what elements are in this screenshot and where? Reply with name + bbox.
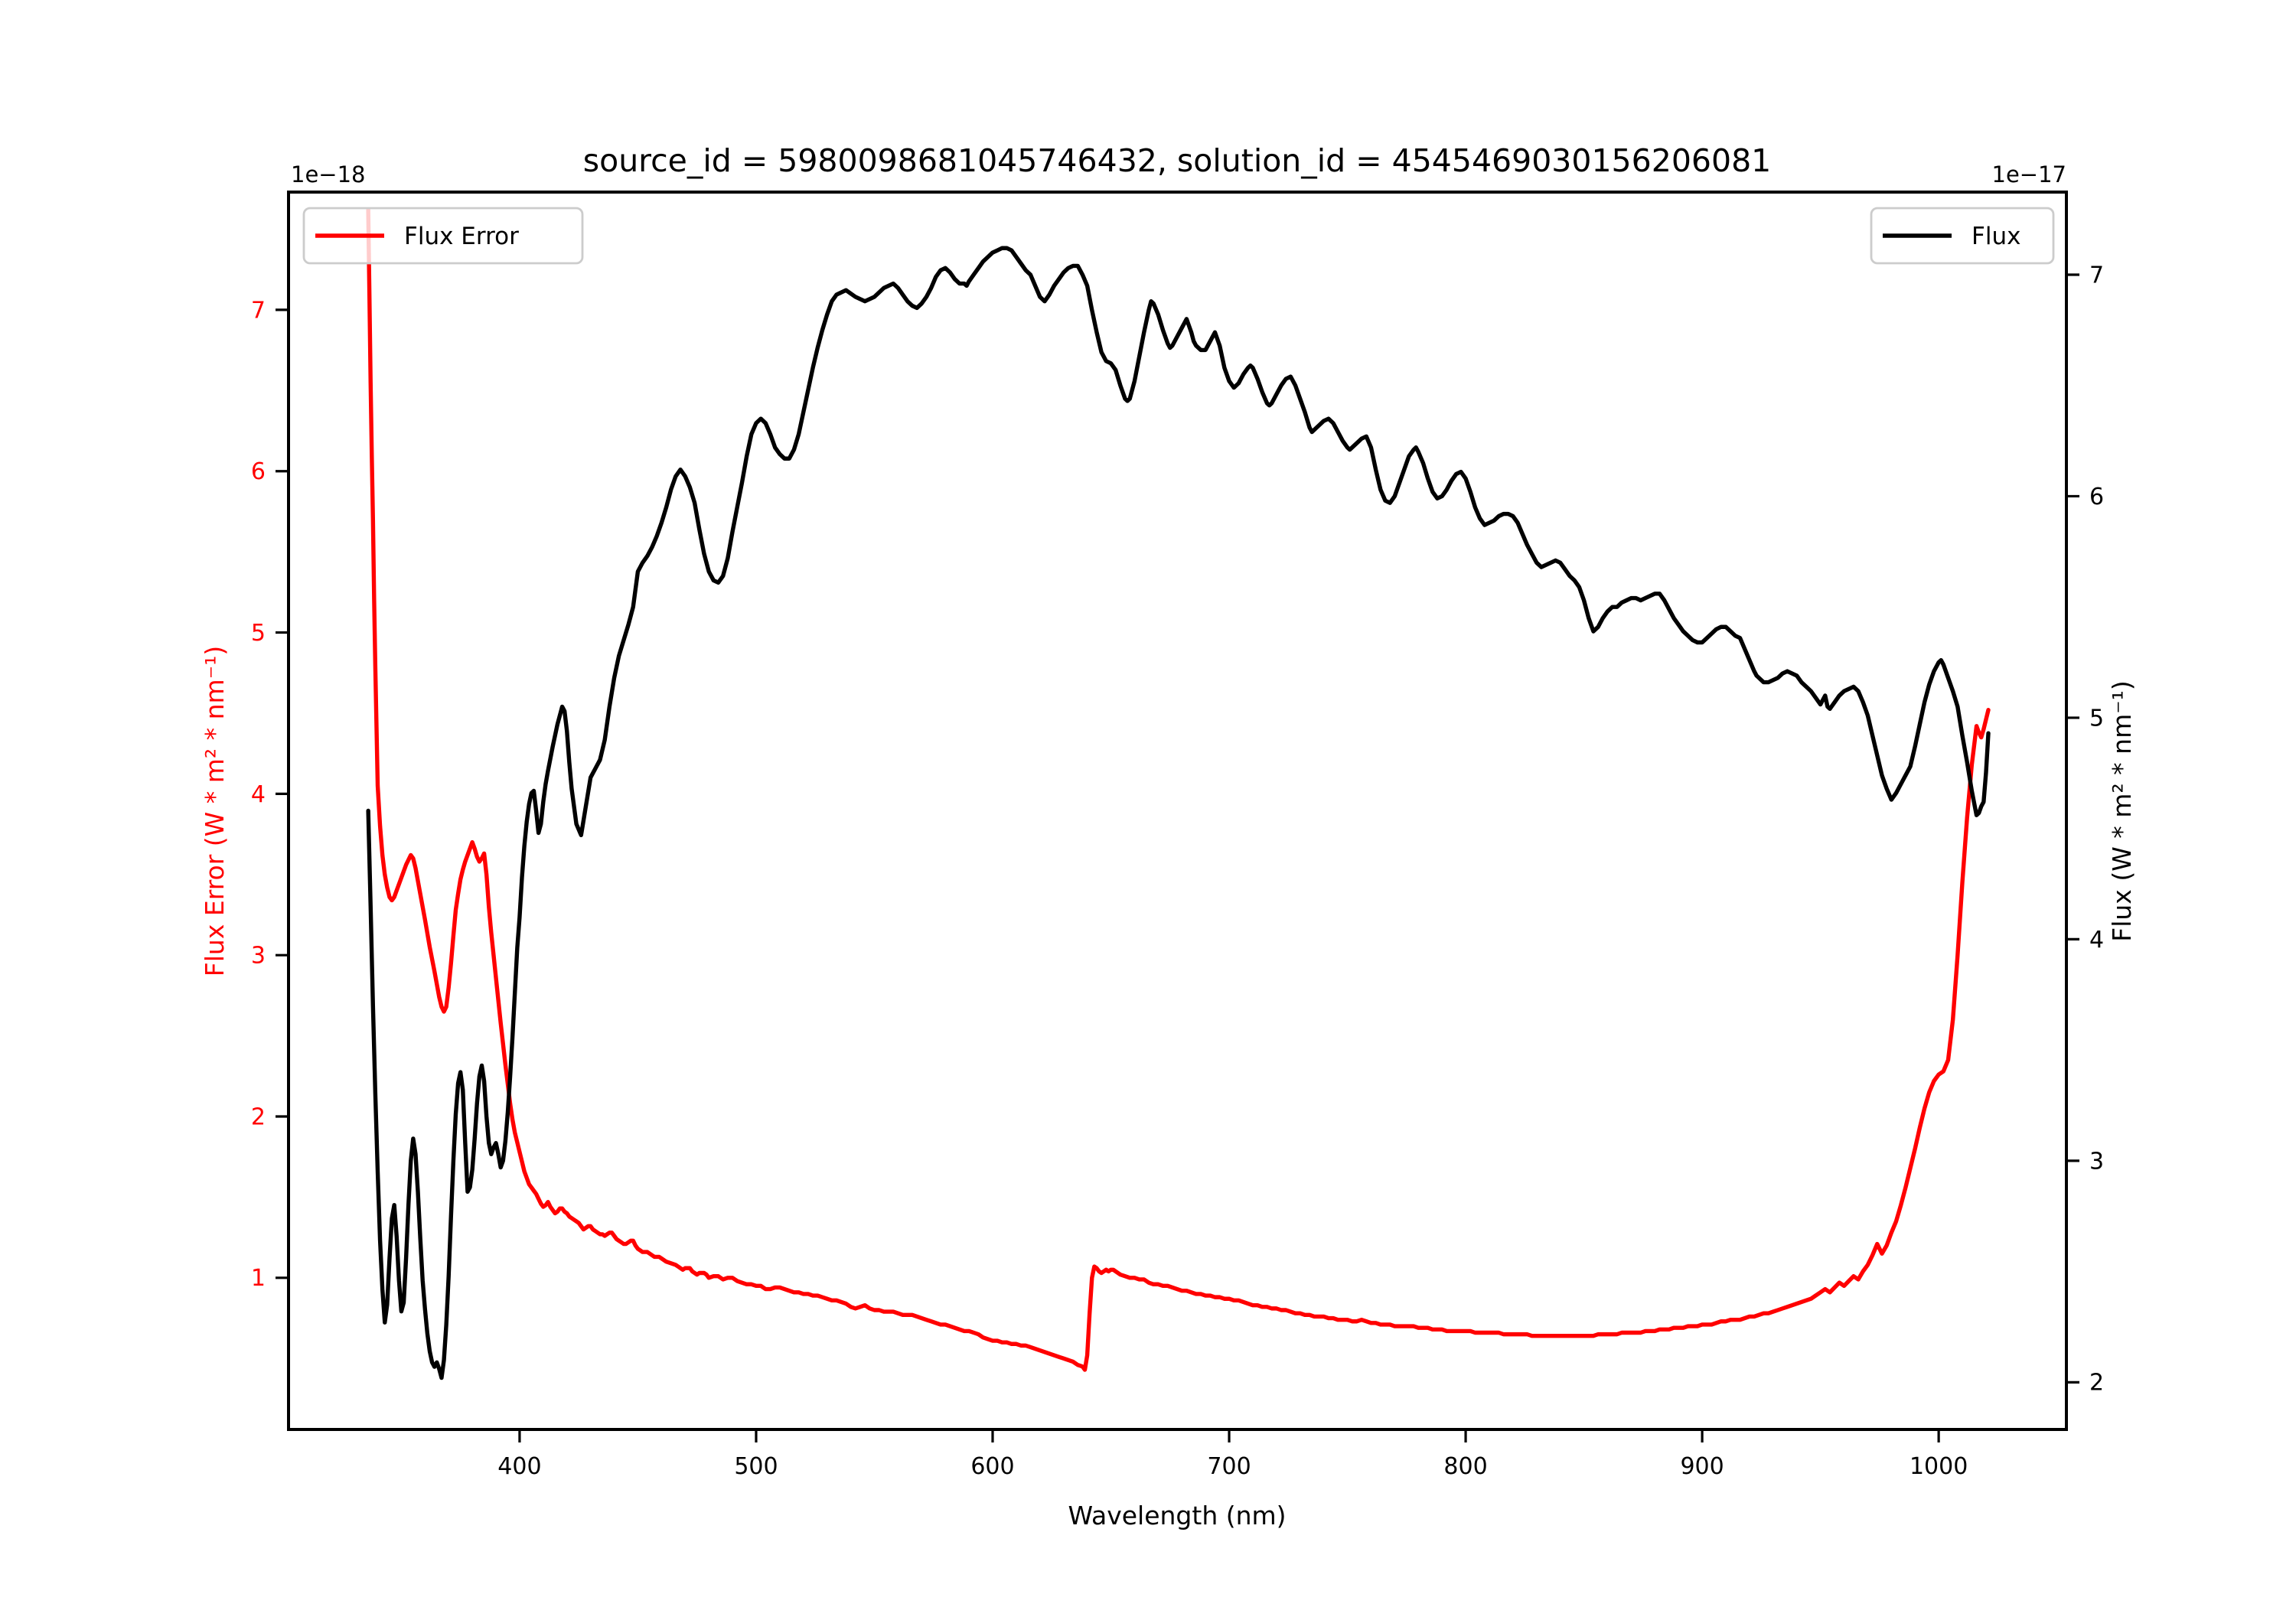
x-tick-label: 700 — [1207, 1453, 1251, 1480]
x-tick-label: 500 — [734, 1453, 778, 1480]
axes-spines — [287, 191, 2068, 1431]
legend-label-flux: Flux — [1971, 223, 2020, 250]
left-y-axis-label: Flux Error (W * m² * nm⁻¹) — [200, 646, 230, 976]
left-y-tick-label: 2 — [251, 1103, 266, 1130]
right-y-tick-label: 2 — [2089, 1370, 2104, 1397]
right-axis-offset-text: 1e−17 — [1992, 161, 2067, 187]
flux-line — [366, 246, 1991, 1380]
x-tick-label: 900 — [1680, 1453, 1724, 1480]
right-y-tick-label: 3 — [2089, 1148, 2104, 1175]
plot-area — [289, 192, 2066, 1429]
x-tick-label: 1000 — [1910, 1453, 1968, 1480]
left-y-tick-label: 5 — [251, 620, 266, 647]
right-y-axis-label: Flux (W * m² * nm⁻¹) — [2107, 680, 2137, 942]
left-y-tick-label: 4 — [251, 781, 266, 808]
right-y-tick-label: 6 — [2089, 484, 2104, 510]
x-tick-label: 400 — [497, 1453, 541, 1480]
x-tick-label: 800 — [1443, 1453, 1487, 1480]
right-y-tick-label: 4 — [2089, 927, 2104, 953]
left-axis-offset-text: 1e−18 — [291, 161, 366, 187]
legend-flux-error: Flux Error — [302, 207, 584, 265]
left-y-tick-label: 1 — [251, 1265, 266, 1292]
curves — [366, 207, 1991, 1380]
chart-title: source_id = 5980098681045746432, solutio… — [583, 142, 1772, 179]
left-y-tick-label: 3 — [251, 943, 266, 970]
right-y-tick-label: 7 — [2089, 262, 2104, 288]
right-y-tick-label: 5 — [2089, 705, 2104, 732]
left-y-tick-label: 7 — [251, 297, 266, 324]
axis-ticks: 400 500 600 700 800 900 1000 1 2 3 4 5 6 7 2 3 4 5 6 7 — [251, 262, 2104, 1480]
legend-label-flux-error: Flux Error — [404, 223, 519, 250]
legend-box — [1870, 207, 2055, 265]
x-tick-label: 600 — [970, 1453, 1014, 1480]
left-y-tick-label: 6 — [251, 458, 266, 485]
legend-box — [302, 207, 584, 265]
legend-flux: Flux — [1870, 207, 2055, 265]
x-axis-label: Wavelength (nm) — [1068, 1501, 1286, 1530]
flux-error-line — [366, 207, 1991, 1372]
